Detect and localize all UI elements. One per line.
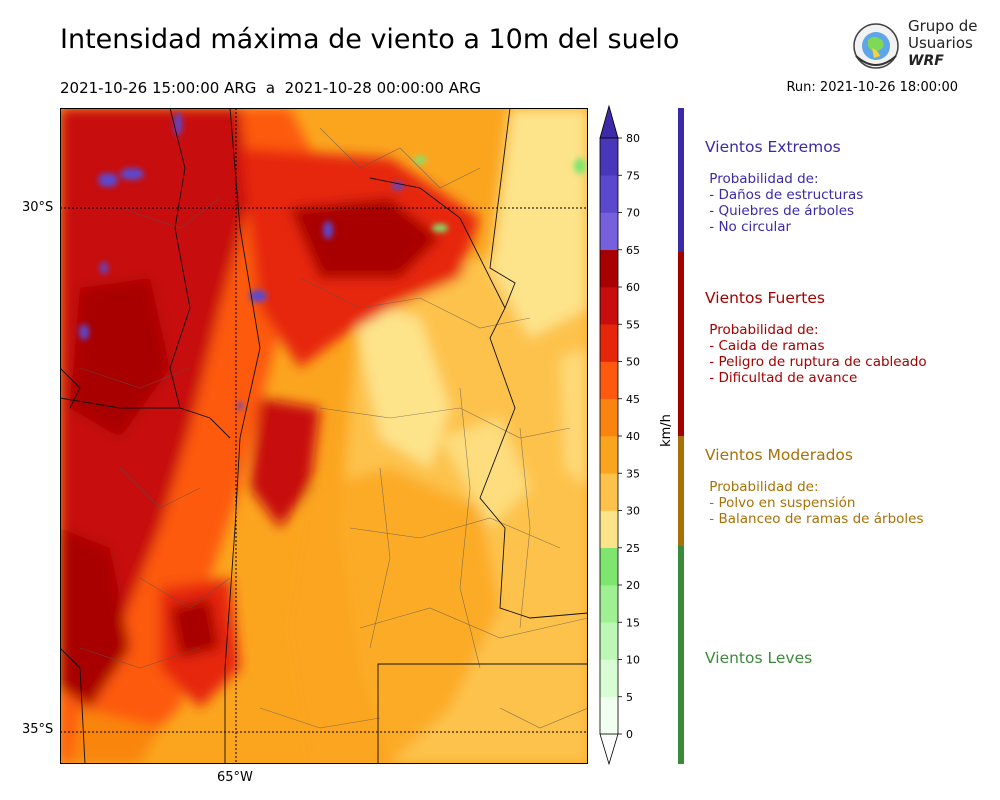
category-moderate-line: Probabilidad de:: [705, 479, 819, 495]
extreme-cells: [79, 112, 586, 410]
gu-wrf-logo-icon: [853, 23, 899, 69]
colorbar-unit: km/h: [658, 414, 674, 447]
category-moderate-line: - Balanceo de ramas de árboles: [705, 511, 924, 527]
colorbar-bin: [600, 175, 618, 213]
light-category-bar: [678, 546, 684, 764]
extreme-category-bar: [678, 108, 684, 252]
colorbar-tick-label: 70: [626, 207, 640, 220]
category-strong-line: - Caida de ramas: [705, 338, 825, 354]
colorbar-tick-label: 80: [626, 132, 640, 145]
graticule: [60, 108, 588, 764]
map-title: Intensidad máxima de viento a 10m del su…: [60, 24, 680, 55]
colorbar-tick-label: 25: [626, 542, 640, 555]
colorbar-tick-label: 65: [626, 244, 640, 257]
colorbar-bin: [600, 547, 618, 586]
colorbar-tick-label: 30: [626, 505, 640, 518]
department-lines: [79, 127, 588, 729]
colorbar-bin: [600, 138, 618, 176]
colorbar-extend-bottom: [599, 733, 619, 766]
colorbar-tick-label: 60: [626, 281, 640, 294]
category-strong-line: - Peligro de ruptura de cableado: [705, 354, 927, 370]
wind-field: [60, 108, 588, 764]
category-moderate: Vientos Moderados Probabilidad de: - Pol…: [705, 447, 924, 527]
category-moderate-title: Vientos Moderados: [705, 446, 853, 464]
logo-line-3: WRF: [908, 53, 944, 69]
colorbar-tick-label: 40: [626, 430, 640, 443]
moderate-category-bar: [678, 436, 684, 546]
category-light: Vientos Leves: [705, 650, 812, 682]
category-moderate-line: - Polvo en suspensión: [705, 495, 856, 511]
colorbar-tick-label: 45: [626, 393, 640, 406]
category-extreme: Vientos Extremos Probabilidad de: - Daño…: [705, 139, 863, 235]
category-extreme-line: - Daños de estructuras: [705, 187, 864, 203]
logo-line-2: Usuarios: [908, 34, 973, 52]
category-extreme-line: - Quiebres de árboles: [705, 203, 855, 219]
wind-map: [60, 108, 588, 764]
category-strong-line: Probabilidad de:: [705, 322, 819, 338]
colorbar-tick-label: 10: [626, 654, 640, 667]
map-frame: [60, 108, 588, 764]
colorbar-bin: [600, 287, 618, 325]
strong-category-bar: [678, 252, 684, 436]
colorbar-bin: [600, 473, 618, 511]
colorbar-bin: [600, 361, 618, 400]
category-light-title: Vientos Leves: [705, 649, 813, 667]
run-time: Run: 2021-10-26 18:00:00: [786, 80, 958, 95]
category-strong-line: - Dificultad de avance: [705, 370, 858, 386]
colorbar-bin: [600, 696, 618, 735]
lat-label-30s: 30°S: [22, 200, 54, 215]
colorbar-bin: [600, 249, 618, 288]
colorbar-tick-label: 55: [626, 318, 640, 331]
category-extreme-title: Vientos Extremos: [705, 138, 841, 156]
logo-line-1: Grupo de: [908, 17, 978, 35]
colorbar-bin: [600, 398, 618, 437]
lon-label-65w: 65°W: [217, 770, 253, 785]
colorbar-tick-label: 50: [626, 356, 640, 369]
colorbar-bin: [600, 212, 618, 251]
colorbar-bin: [600, 436, 618, 474]
category-extreme-line: - No circular: [705, 219, 792, 235]
logo-text: Grupo de Usuarios WRF: [908, 18, 978, 70]
colorbar-tick-label: 75: [626, 169, 640, 182]
colorbar-tick-label: 35: [626, 467, 640, 480]
colorbar-bin: [600, 622, 618, 660]
colorbar-bin: [600, 324, 618, 362]
colorbar: 0 5 10 15 20 25 30 35 40 45 50 55 60 65 70 75 80: [599, 104, 640, 766]
colorbar-tick-label: 20: [626, 579, 640, 592]
lat-label-35s: 35°S: [22, 722, 54, 737]
province-borders: [60, 108, 588, 764]
category-strong-title: Vientos Fuertes: [705, 289, 825, 307]
colorbar-bin: [600, 659, 618, 698]
colorbar-tick-label: 5: [626, 691, 633, 704]
category-extreme-line: Probabilidad de:: [705, 171, 819, 187]
category-strong: Vientos Fuertes Probabilidad de: - Caida…: [705, 290, 927, 386]
colorbar-tick-label: 15: [626, 616, 640, 629]
colorbar-bin: [600, 585, 618, 623]
valid-period: 2021-10-26 15:00:00 ARG a 2021-10-28 00:…: [60, 79, 482, 97]
colorbar-extend-top: [599, 104, 619, 139]
colorbar-tick-label: 0: [626, 728, 633, 741]
colorbar-bin: [600, 510, 618, 549]
